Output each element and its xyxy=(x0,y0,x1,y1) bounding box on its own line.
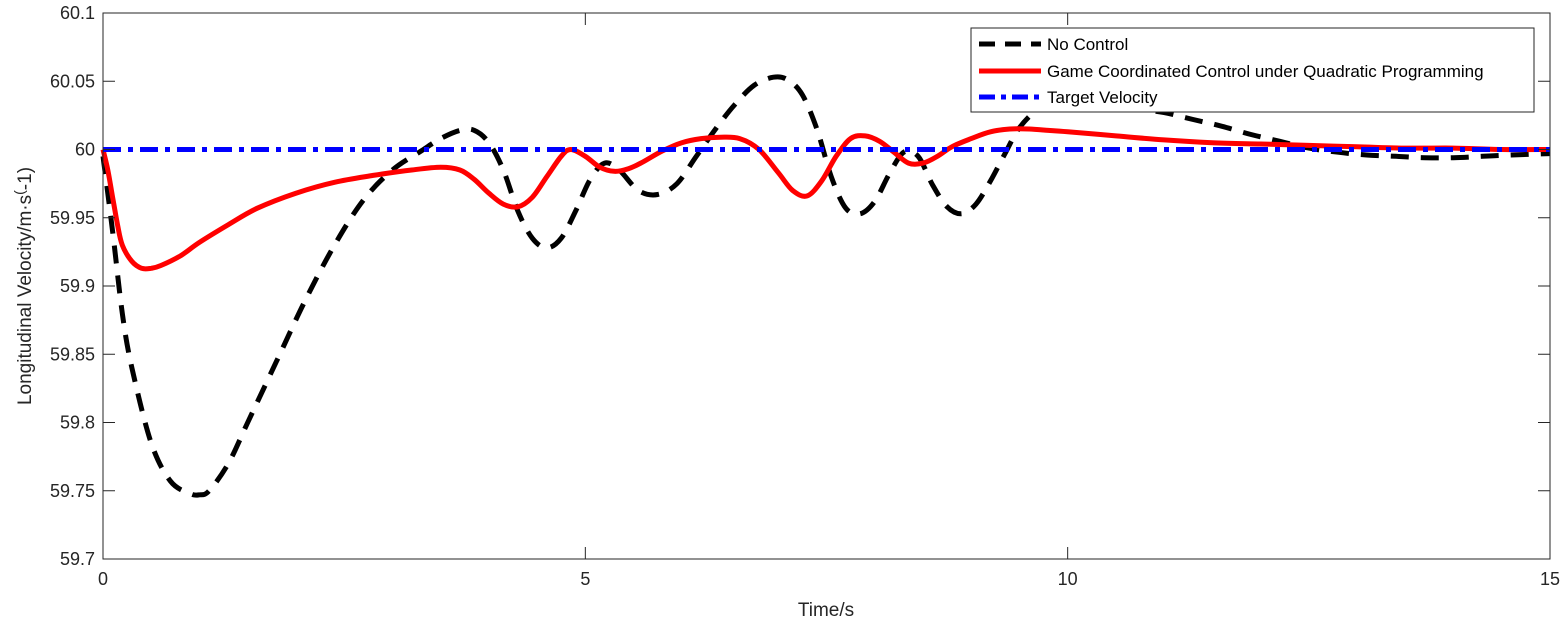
legend-label-game-control: Game Coordinated Control under Quadratic… xyxy=(1047,62,1484,81)
legend-label-no-control: No Control xyxy=(1047,35,1128,54)
series-no-control-line xyxy=(100,74,1551,498)
y-axis-label-tail: -1) xyxy=(15,167,36,190)
y-tick-label: 59.7 xyxy=(60,549,95,569)
y-tick-label: 59.75 xyxy=(50,481,95,501)
x-axis-label: Time/s xyxy=(798,600,854,621)
ticks-layer: 0 5 10 15 59.7 59.75 59.8 59.85 59.9 59.95 60 60.05… xyxy=(50,3,1560,589)
x-tick-label: 15 xyxy=(1540,569,1560,589)
y-axis-label: Longitudinal Velocity/m·s(-1) xyxy=(11,167,36,405)
y-axis-label-base: Longitudinal Velocity/m·s xyxy=(15,195,36,405)
y-tick-label: 59.85 xyxy=(50,344,95,364)
legend-box xyxy=(970,27,1535,113)
series-game-coordinated-control-line xyxy=(100,126,1551,272)
y-tick-label: 60.1 xyxy=(60,3,95,23)
y-tick-label: 59.95 xyxy=(50,208,95,228)
y-axis-label-group: Longitudinal Velocity/m·s(-1) xyxy=(11,167,36,405)
y-tick-label: 60.05 xyxy=(50,71,95,91)
legend: No Control Game Coordinated Control unde… xyxy=(970,27,1535,113)
x-tick-label: 5 xyxy=(580,569,590,589)
series-layer xyxy=(100,74,1551,498)
y-axis-label-superscript: ( xyxy=(11,190,27,195)
x-tick-label: 0 xyxy=(98,569,108,589)
y-tick-label: 59.8 xyxy=(60,413,95,433)
y-tick-label: 59.9 xyxy=(60,276,95,296)
y-tick-label: 60 xyxy=(75,140,95,160)
legend-label-target-velocity: Target Velocity xyxy=(1047,88,1158,107)
x-tick-label: 10 xyxy=(1058,569,1078,589)
